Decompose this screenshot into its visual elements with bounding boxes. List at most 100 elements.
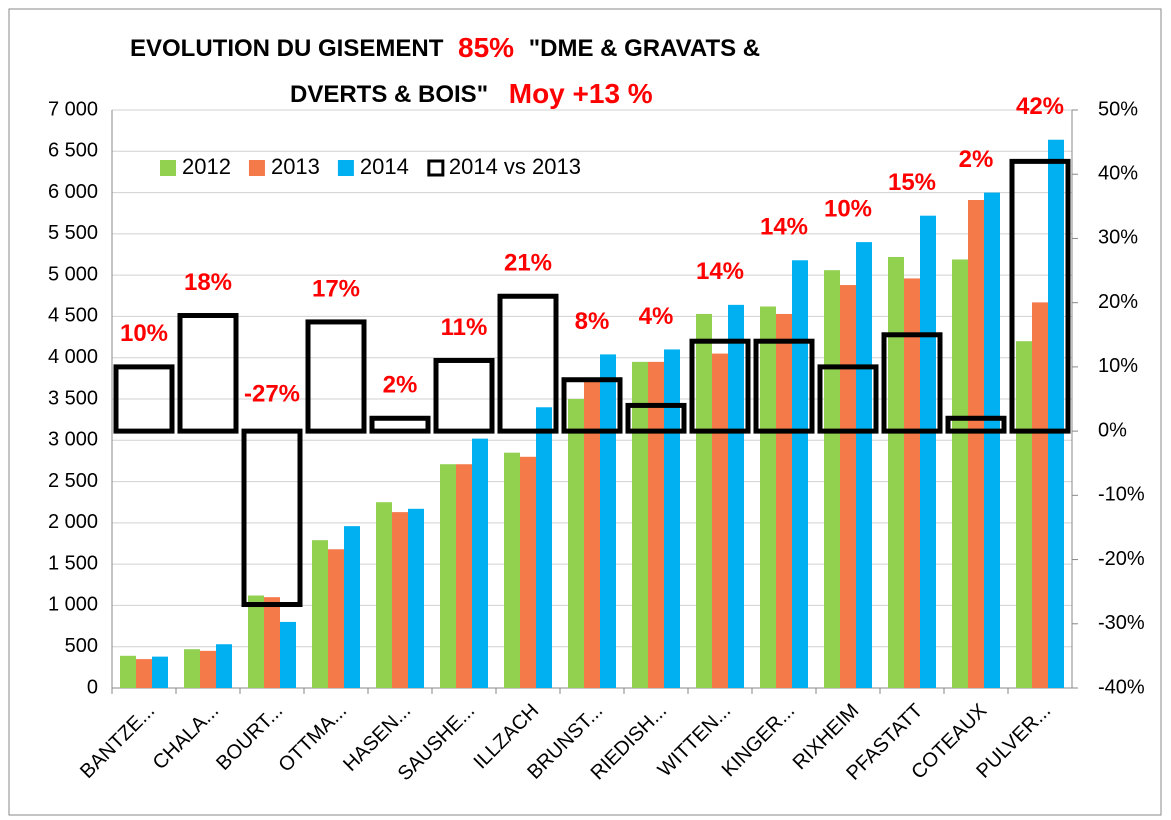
ratio-box — [305, 319, 367, 434]
bar — [1048, 139, 1064, 688]
ratio-box — [177, 313, 239, 434]
ratio-box — [241, 428, 303, 608]
y-tick-label: 2 000 — [48, 511, 98, 533]
bar — [248, 595, 264, 688]
ratio-box — [497, 293, 559, 434]
bar — [136, 659, 152, 688]
bar — [120, 655, 136, 688]
ratio-box — [433, 357, 495, 434]
data-label: 4% — [639, 303, 674, 330]
ratio-box — [625, 402, 687, 434]
bar — [984, 192, 1000, 689]
bar — [200, 650, 216, 688]
bar — [792, 260, 808, 688]
data-label: 14% — [696, 258, 744, 285]
bar — [856, 242, 872, 688]
ratio-box — [753, 338, 815, 434]
bar — [648, 361, 664, 688]
ratio-box — [689, 338, 751, 434]
bar — [312, 540, 328, 688]
data-label: 10% — [824, 195, 872, 222]
bar — [408, 508, 424, 688]
y2-tick-label: -40% — [1098, 676, 1145, 698]
legend-label: 2012 — [182, 154, 231, 179]
y-tick-label: 0 — [87, 676, 98, 698]
y2-tick-label: 0% — [1098, 419, 1127, 441]
legend-swatch — [337, 160, 354, 176]
chart-title: DVERTS & BOIS" Moy +13 % — [290, 78, 653, 109]
y-tick-label: 1 000 — [48, 594, 98, 616]
data-label: 21% — [504, 250, 552, 277]
ratio-box — [817, 364, 879, 434]
legend-swatch — [427, 159, 445, 177]
chart-title: EVOLUTION DU GISEMENT 85% "DME & GRAVATS… — [130, 32, 760, 63]
legend-label: 2014 — [360, 154, 409, 179]
ratio-box — [881, 332, 943, 434]
bar — [696, 313, 712, 688]
y-tick-label: 6 000 — [48, 181, 98, 203]
bar — [392, 512, 408, 688]
legend-swatch — [160, 160, 176, 176]
bar — [584, 380, 600, 688]
data-label: 2% — [959, 146, 994, 173]
bar — [504, 452, 520, 688]
title-part: 85% — [458, 32, 514, 63]
y2-tick-label: 30% — [1098, 227, 1138, 249]
bar — [600, 354, 616, 688]
bar — [664, 349, 680, 688]
y2-tick-label: -20% — [1098, 548, 1145, 570]
bar — [456, 464, 472, 688]
data-label: -27% — [244, 380, 300, 407]
y-tick-label: 1 500 — [48, 552, 98, 574]
y-tick-label: 3 000 — [48, 429, 98, 451]
data-label: 14% — [760, 214, 808, 241]
bar — [376, 502, 392, 688]
bar — [904, 278, 920, 688]
legend-swatch — [248, 160, 265, 176]
bar — [632, 361, 648, 688]
ratio-box — [561, 377, 623, 434]
title-part: "DME & GRAVATS & — [529, 35, 760, 62]
bar — [920, 215, 936, 689]
y-tick-label: 2 500 — [48, 470, 98, 492]
data-label: 18% — [184, 269, 232, 296]
y2-tick-label: -10% — [1098, 484, 1145, 506]
bar — [776, 313, 792, 688]
y2-tick-label: 10% — [1098, 355, 1138, 377]
bar — [536, 407, 552, 688]
y-tick-label: 4 500 — [48, 305, 98, 327]
bar — [1016, 341, 1032, 688]
bar — [824, 270, 840, 688]
ratio-box — [1009, 158, 1071, 434]
y-tick-label: 500 — [65, 635, 98, 657]
bar — [968, 200, 984, 688]
title-part: DVERTS & BOIS" — [290, 81, 488, 108]
y2-tick-label: 20% — [1098, 291, 1138, 313]
bar — [184, 649, 200, 688]
y-tick-label: 7 000 — [48, 98, 98, 120]
y-tick-label: 5 500 — [48, 222, 98, 244]
bar — [760, 306, 776, 688]
data-label: 10% — [120, 320, 168, 347]
bar — [712, 353, 728, 688]
data-label: 2% — [383, 372, 418, 399]
y-tick-label: 3 500 — [48, 387, 98, 409]
bar — [728, 304, 744, 688]
title-part: EVOLUTION DU GISEMENT — [130, 35, 444, 62]
y-tick-label: 4 000 — [48, 346, 98, 368]
bar — [264, 597, 280, 688]
bar — [952, 259, 968, 688]
y-tick-label: 5 000 — [48, 263, 98, 285]
data-label: 17% — [312, 275, 360, 302]
bar — [344, 526, 360, 688]
ratio-box — [945, 415, 1007, 434]
bar — [328, 549, 344, 688]
data-label: 15% — [888, 169, 936, 196]
legend-label: 2013 — [271, 154, 320, 179]
bar — [440, 464, 456, 688]
y2-tick-label: 40% — [1098, 163, 1138, 185]
bar — [280, 621, 296, 688]
bar — [888, 256, 904, 688]
bar — [568, 399, 584, 688]
